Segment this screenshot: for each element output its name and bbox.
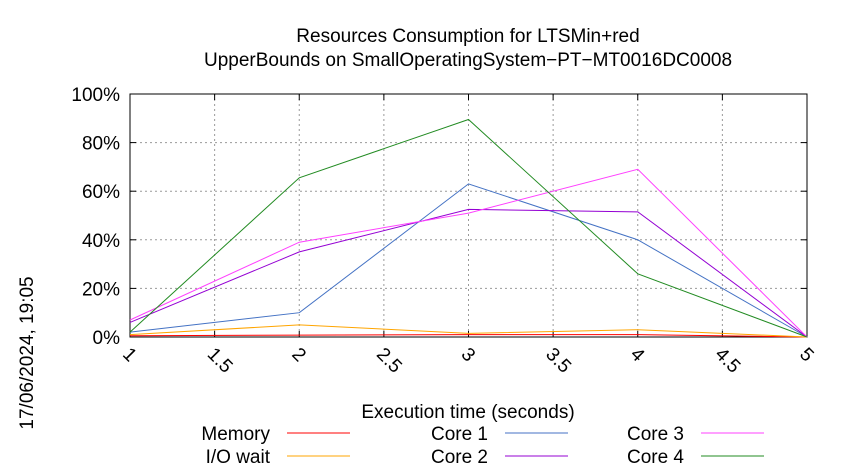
legend-item: I/O wait <box>206 447 350 468</box>
legend-item: Core 3 <box>627 424 764 445</box>
x-tick-label: 1 <box>118 344 140 366</box>
legend-item: Core 1 <box>431 424 568 445</box>
y-tick-label: 60% <box>82 182 120 203</box>
x-tick-label: 4 <box>626 344 649 367</box>
y-tick-label: 100% <box>71 85 120 106</box>
y-tick-label: 0% <box>93 328 121 349</box>
series-lines <box>129 118 808 338</box>
y-tick-label: 80% <box>82 134 120 155</box>
legend-label: Core 1 <box>431 424 488 445</box>
legend-label: I/O wait <box>206 447 271 468</box>
x-tick-label: 3.5 <box>541 344 575 378</box>
timestamp-label: 17/06/2024, 19:05 <box>17 276 38 429</box>
x-tick-label: 5 <box>795 344 817 366</box>
x-tick-label: 4.5 <box>711 344 745 378</box>
legend-label: Core 3 <box>627 424 684 445</box>
x-tick-label: 2 <box>287 344 309 366</box>
x-axis-label: Execution time (seconds) <box>361 402 574 423</box>
y-tick-label: 20% <box>82 279 120 300</box>
x-tick-label: 2.5 <box>372 344 406 378</box>
grid <box>130 94 807 337</box>
axis-ticks: 0% 20% 40% 60% 80% 100% 1 1.5 2 2.5 3 3.5 4 4.5 5 <box>71 85 817 377</box>
series-line-core-1 <box>129 183 808 338</box>
series-line-core-4 <box>129 118 808 338</box>
legend-item: Memory <box>201 424 350 445</box>
series-line-i-o-wait <box>129 324 808 338</box>
chart-subtitle: UpperBounds on SmallOperatingSystem−PT−M… <box>204 50 732 71</box>
x-tick-label: 1.5 <box>203 344 237 378</box>
legend-label: Core 2 <box>431 447 488 468</box>
y-tick-label: 40% <box>82 231 120 252</box>
x-tick-label: 3 <box>457 344 479 366</box>
series-line-memory <box>129 334 808 338</box>
legend-item: Core 4 <box>627 447 764 468</box>
series-line-core-3 <box>129 168 808 338</box>
legend-item: Core 2 <box>431 447 568 468</box>
series-line-core-2 <box>129 208 808 338</box>
legend-label: Core 4 <box>627 447 684 468</box>
legend-label: Memory <box>201 424 270 445</box>
chart-title: Resources Consumption for LTSMin+red <box>296 26 639 47</box>
